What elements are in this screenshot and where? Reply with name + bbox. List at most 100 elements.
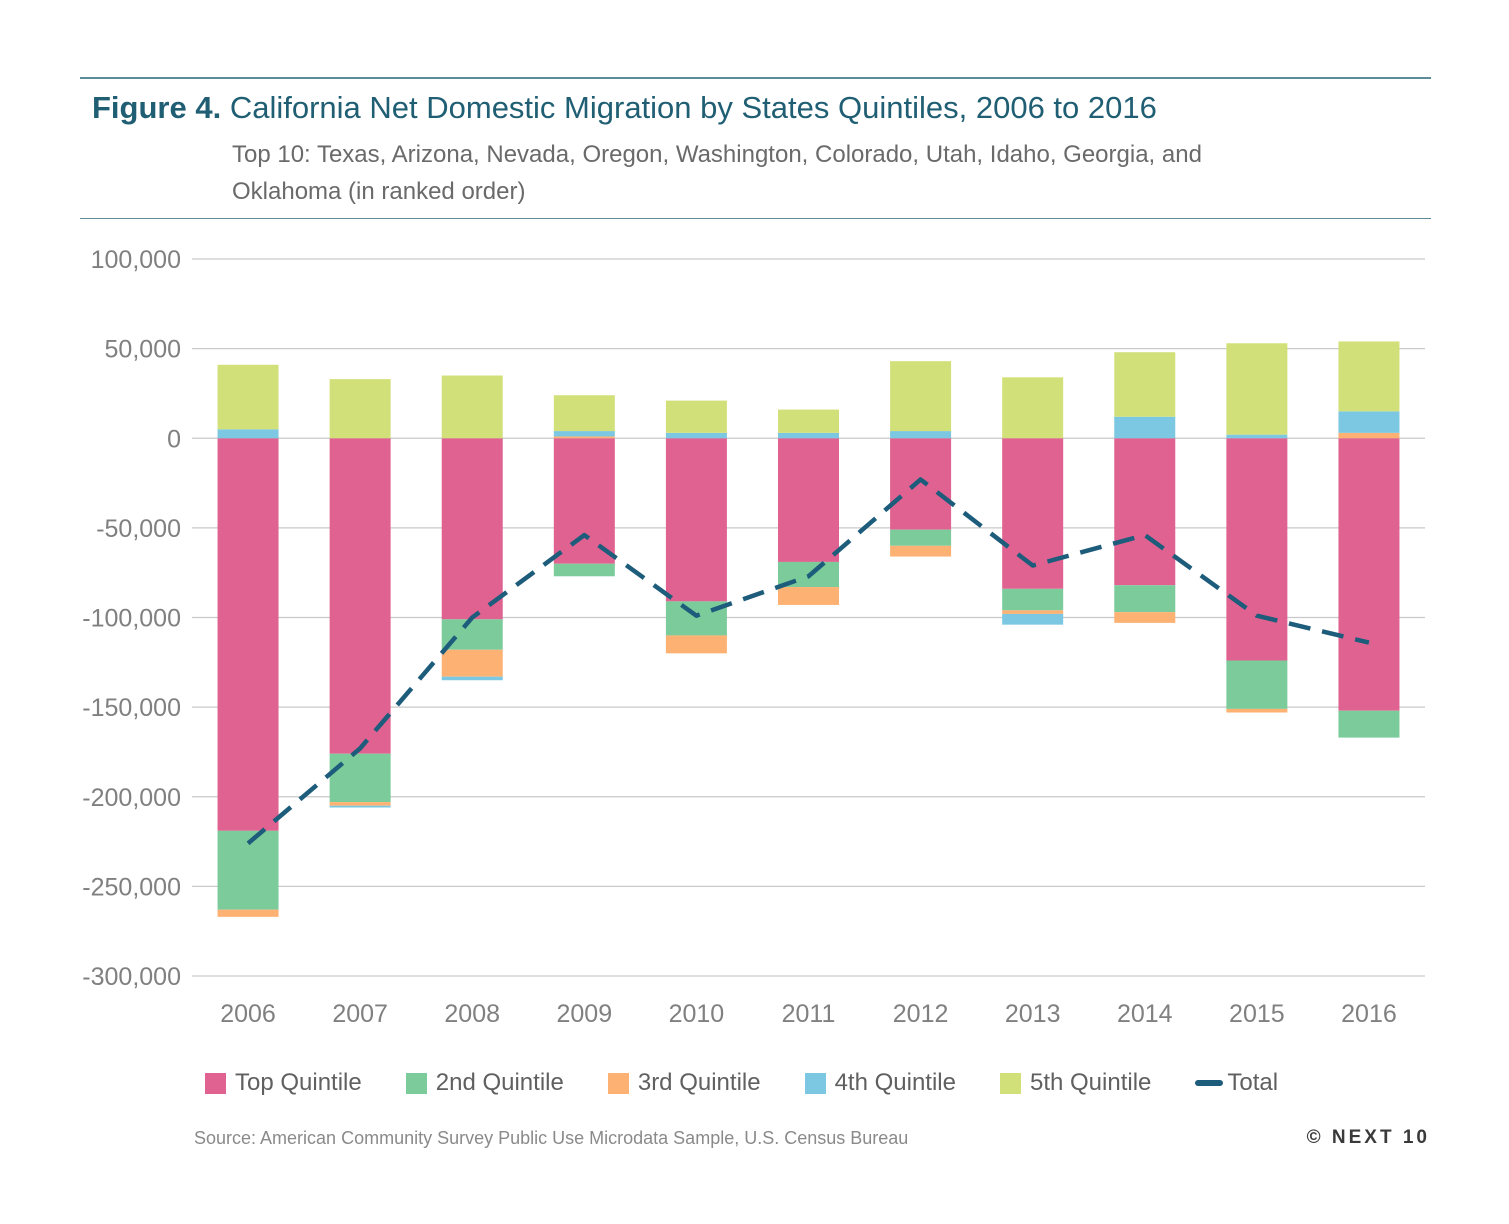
- bar-segment: [778, 409, 839, 433]
- bar-segment: [217, 909, 279, 917]
- bar-segment: [217, 364, 279, 430]
- bar-segment: [665, 438, 727, 602]
- y-tick-label: -50,000: [96, 515, 181, 543]
- bar-segment: [778, 432, 839, 439]
- legend-item-top-quintile: Top Quintile: [205, 1069, 362, 1097]
- bar-segment: [217, 830, 279, 910]
- bar-segment: [553, 431, 615, 437]
- source-note: Source: American Community Survey Public…: [194, 1128, 909, 1148]
- bar-segment: [553, 563, 615, 577]
- bar-segment: [1338, 411, 1400, 433]
- bar-segment: [1226, 708, 1288, 713]
- x-tick-label: 2012: [893, 1000, 949, 1028]
- bar-segment: [665, 432, 727, 439]
- x-tick-label: 2006: [220, 1000, 276, 1028]
- bar-segment: [890, 529, 952, 546]
- bar-segment: [553, 438, 615, 564]
- bar-segment: [778, 438, 839, 562]
- bar-segment: [1338, 341, 1400, 412]
- x-tick-label: 2010: [669, 1000, 725, 1028]
- title-text: California Net Domestic Migration by Sta…: [229, 90, 1157, 125]
- y-tick-label: 100,000: [91, 246, 181, 274]
- bar-segment: [890, 361, 952, 432]
- y-tick-label: -250,000: [82, 873, 181, 901]
- bar-segment: [329, 805, 391, 808]
- bar-segment: [441, 375, 503, 439]
- bar-segment: [329, 802, 391, 806]
- bar-segment: [553, 436, 615, 439]
- bar-segment: [778, 587, 839, 605]
- top-rule: [80, 77, 1431, 79]
- legend-swatch: [607, 1072, 629, 1094]
- y-tick-label: 0: [167, 425, 181, 453]
- legend-label: 5th Quintile: [1029, 1069, 1152, 1096]
- bar-segment: [1338, 432, 1400, 439]
- bar-segment: [217, 429, 279, 439]
- chart-title: Figure 4. California Net Domestic Migrat…: [92, 90, 1157, 126]
- bar-segment: [553, 395, 615, 432]
- legend-label: Total: [1227, 1069, 1279, 1096]
- legend-label: 4th Quintile: [834, 1069, 956, 1096]
- bar-segment: [441, 649, 503, 677]
- x-tick-label: 2014: [1117, 1000, 1173, 1028]
- legend-swatch: [999, 1072, 1021, 1094]
- bar-segment: [1114, 416, 1176, 439]
- legend-label: 2nd Quintile: [435, 1069, 564, 1096]
- y-tick-label: -200,000: [82, 784, 181, 812]
- bar-segment: [441, 438, 503, 620]
- legend-label: 3rd Quintile: [637, 1069, 761, 1096]
- bar-segment: [665, 400, 727, 433]
- legend-swatch: [804, 1072, 826, 1094]
- y-tick-label: -300,000: [82, 963, 181, 991]
- bar-segment: [1338, 710, 1400, 738]
- x-tick-label: 2009: [557, 1000, 613, 1028]
- bar-segment: [1226, 343, 1288, 435]
- bar-segment: [1002, 613, 1064, 625]
- bar-segment: [665, 635, 727, 654]
- figure-label: Figure 4.: [92, 90, 222, 125]
- bar-segment: [1338, 438, 1400, 711]
- bar-segment: [1226, 660, 1288, 709]
- y-tick-label: -100,000: [82, 605, 181, 633]
- y-tick-label: 50,000: [105, 336, 181, 364]
- bar-segment: [1114, 585, 1176, 613]
- bar-segment: [1114, 352, 1176, 417]
- bar-segment: [329, 438, 391, 754]
- title-bottom-rule: [80, 218, 1431, 219]
- legend-item-5th-quintile: 5th Quintile: [999, 1069, 1152, 1097]
- legend-item-4th-quintile: 4th Quintile: [804, 1069, 956, 1097]
- bar-segment: [1226, 434, 1288, 439]
- brand-mark: © NEXT 10: [1306, 1127, 1430, 1148]
- bar-segment: [1114, 612, 1176, 623]
- legend-item-3rd-quintile: 3rd Quintile: [607, 1069, 761, 1097]
- bar-segment: [1226, 438, 1288, 661]
- legend: Top Quintile 2nd Quintile 3rd Quintile 4…: [205, 1063, 1278, 1103]
- bar-segment: [890, 545, 952, 557]
- x-tick-label: 2007: [332, 1000, 388, 1028]
- x-tick-label: 2015: [1229, 1000, 1285, 1028]
- total-line: [246, 477, 1370, 846]
- bar-segment: [890, 431, 952, 439]
- bar-segment: [1002, 588, 1064, 611]
- x-tick-label: 2008: [444, 1000, 500, 1028]
- y-tick-label: -150,000: [82, 694, 181, 722]
- bar-segment: [329, 753, 391, 803]
- bar-segment: [890, 438, 952, 530]
- bar-segment: [1114, 438, 1176, 586]
- legend-swatch: [205, 1072, 226, 1094]
- legend-swatch: [405, 1072, 427, 1094]
- bar-segment: [441, 676, 503, 681]
- x-tick-label: 2011: [782, 1000, 836, 1028]
- legend-item-total: Total: [1195, 1069, 1278, 1097]
- legend-item-2nd-quintile: 2nd Quintile: [405, 1069, 564, 1097]
- bar-segment: [1002, 377, 1064, 439]
- x-tick-label: 2013: [1005, 1000, 1061, 1028]
- chart-subtitle: Top 10: Texas, Arizona, Nevada, Oregon, …: [232, 141, 1202, 205]
- legend-label: Top Quintile: [235, 1069, 362, 1096]
- x-tick-label: 2016: [1341, 1000, 1397, 1028]
- bar-segment: [217, 438, 279, 831]
- legend-line-swatch: [1195, 1080, 1224, 1086]
- bar-segment: [329, 379, 391, 439]
- bar-segment: [1002, 610, 1064, 614]
